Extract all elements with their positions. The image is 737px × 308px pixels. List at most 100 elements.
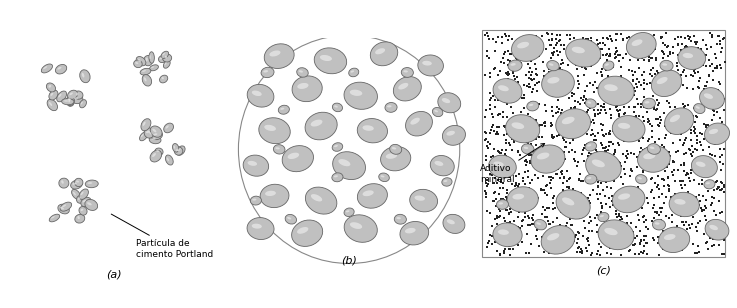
Point (507, 97, 519, 102)
Point (494, 163, 506, 168)
Point (716, 251, 727, 256)
Point (500, 138, 511, 143)
Point (620, 128, 632, 132)
Point (647, 167, 659, 172)
Point (678, 223, 690, 228)
Point (647, 66, 659, 71)
Point (643, 97, 654, 102)
Point (604, 128, 616, 133)
Point (612, 111, 624, 116)
Point (503, 210, 515, 215)
Point (645, 55, 657, 60)
Point (598, 134, 609, 139)
Point (652, 71, 664, 76)
Point (500, 33, 512, 38)
Point (545, 185, 556, 190)
Point (621, 130, 633, 135)
Ellipse shape (62, 99, 74, 105)
Point (714, 160, 726, 165)
Point (558, 233, 570, 238)
Point (716, 188, 727, 193)
Point (595, 84, 607, 89)
Ellipse shape (247, 84, 274, 107)
Point (704, 31, 716, 36)
Point (682, 65, 694, 70)
Point (663, 149, 674, 154)
Ellipse shape (297, 227, 308, 234)
Point (548, 46, 559, 51)
Point (637, 251, 649, 256)
Point (548, 51, 559, 56)
Point (481, 131, 492, 136)
Point (557, 159, 569, 164)
Point (523, 144, 534, 149)
Point (674, 124, 686, 129)
Point (487, 168, 499, 173)
Ellipse shape (531, 145, 565, 173)
Point (629, 189, 640, 194)
Ellipse shape (332, 173, 343, 182)
Ellipse shape (604, 84, 618, 91)
Point (552, 204, 564, 209)
Point (583, 242, 595, 247)
Point (522, 223, 534, 228)
Point (563, 210, 575, 215)
Point (664, 83, 676, 88)
Point (495, 162, 506, 167)
Point (686, 144, 698, 148)
Point (719, 60, 730, 65)
Point (611, 107, 623, 112)
Point (599, 107, 611, 112)
Point (573, 159, 584, 164)
Point (663, 104, 675, 109)
Point (574, 101, 586, 106)
Point (516, 239, 528, 244)
Point (697, 99, 709, 104)
Point (697, 147, 709, 152)
Point (699, 213, 710, 218)
Point (498, 248, 510, 253)
Point (657, 40, 668, 45)
Ellipse shape (441, 178, 452, 186)
Point (498, 51, 510, 56)
Point (668, 168, 680, 173)
Point (516, 223, 528, 228)
Ellipse shape (618, 193, 630, 200)
Point (689, 67, 701, 71)
Point (719, 96, 730, 101)
Point (480, 157, 492, 162)
Ellipse shape (351, 71, 354, 73)
Point (538, 121, 550, 126)
Point (584, 193, 596, 198)
Ellipse shape (705, 123, 730, 144)
Point (653, 100, 665, 105)
Ellipse shape (163, 54, 172, 62)
Point (486, 180, 498, 185)
Point (700, 63, 712, 68)
Point (569, 105, 581, 110)
Point (614, 134, 626, 139)
Point (509, 183, 521, 188)
Point (552, 52, 564, 57)
Point (706, 152, 718, 157)
Point (603, 196, 615, 201)
Ellipse shape (265, 191, 276, 196)
Point (580, 50, 592, 55)
Point (708, 94, 719, 99)
Point (615, 74, 627, 79)
Point (526, 205, 538, 209)
Point (652, 116, 664, 121)
Point (596, 172, 608, 177)
Point (595, 121, 607, 126)
Ellipse shape (159, 75, 168, 83)
Ellipse shape (297, 68, 308, 77)
Point (554, 38, 566, 43)
Point (523, 115, 534, 120)
Point (498, 132, 510, 137)
Point (659, 43, 671, 48)
Point (525, 153, 537, 158)
Point (539, 124, 551, 129)
Point (627, 73, 639, 78)
Point (598, 219, 609, 224)
Point (482, 146, 494, 151)
